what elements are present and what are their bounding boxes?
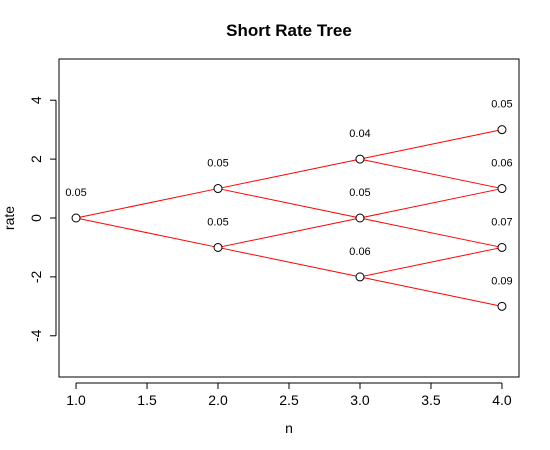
tree-node-6 bbox=[497, 125, 507, 135]
node-value-label-6: 0.05 bbox=[491, 99, 512, 111]
y-tick-label-3: 2 bbox=[28, 155, 44, 163]
tree-node-0 bbox=[71, 213, 81, 223]
tree-nodes bbox=[71, 125, 507, 311]
tree-node-7 bbox=[497, 184, 507, 194]
tree-node-9 bbox=[497, 301, 507, 311]
tree-node-5 bbox=[355, 272, 365, 282]
x-tick-label-3: 2.5 bbox=[279, 392, 299, 408]
x-axis-label: n bbox=[285, 420, 293, 436]
node-value-label-1: 0.05 bbox=[207, 158, 228, 170]
tree-edge-11 bbox=[359, 276, 503, 307]
tree-edge-0 bbox=[75, 188, 219, 219]
node-value-label-7: 0.06 bbox=[491, 158, 512, 170]
y-tick-label-0: -4 bbox=[28, 329, 44, 342]
x-tick-label-1: 1.5 bbox=[137, 392, 157, 408]
tree-edges bbox=[75, 129, 503, 307]
node-value-label-3: 0.04 bbox=[349, 128, 370, 140]
node-value-label-2: 0.05 bbox=[207, 216, 228, 228]
node-value-label-9: 0.09 bbox=[491, 275, 512, 287]
tree-edge-6 bbox=[359, 129, 503, 160]
tree-node-4 bbox=[355, 213, 365, 223]
x-tick-label-0: 1.0 bbox=[66, 392, 86, 408]
tree-edge-2 bbox=[217, 158, 361, 190]
tree-edge-1 bbox=[75, 217, 219, 248]
node-value-label-8: 0.07 bbox=[491, 216, 512, 228]
tree-edge-7 bbox=[359, 158, 503, 190]
tree-node-1 bbox=[213, 184, 223, 194]
tree-node-8 bbox=[497, 242, 507, 252]
x-tick-label-4: 3.0 bbox=[350, 392, 370, 408]
tree-edge-10 bbox=[359, 246, 503, 278]
tree-edge-9 bbox=[359, 217, 503, 248]
plot-frame bbox=[58, 58, 520, 378]
tree-edge-4 bbox=[217, 217, 361, 248]
y-tick-label-1: -2 bbox=[28, 270, 44, 283]
x-tick-label-6: 4.0 bbox=[492, 392, 512, 408]
y-axis-label: rate bbox=[1, 206, 17, 230]
x-axis: 1.0 1.5 2.0 2.5 3.0 3.5 4.0 bbox=[66, 382, 512, 408]
tree-node-3 bbox=[355, 154, 365, 164]
y-tick-label-2: 0 bbox=[28, 214, 44, 222]
node-value-label-4: 0.05 bbox=[349, 187, 370, 199]
node-value-label-0: 0.05 bbox=[65, 187, 86, 199]
y-axis: -4 -2 0 2 4 bbox=[28, 96, 57, 342]
node-value-label-5: 0.06 bbox=[349, 246, 370, 258]
y-tick-label-4: 4 bbox=[28, 96, 44, 104]
tree-edge-8 bbox=[359, 188, 503, 219]
tree-edge-3 bbox=[217, 188, 361, 219]
x-tick-label-2: 2.0 bbox=[208, 392, 228, 408]
x-tick-label-5: 3.5 bbox=[421, 392, 441, 408]
tree-node-2 bbox=[213, 242, 223, 252]
chart-title: Short Rate Tree bbox=[226, 21, 352, 40]
tree-edge-5 bbox=[217, 246, 361, 278]
node-labels: 0.05 0.05 0.05 0.04 0.05 0.06 0.05 0.06 0.07 0.09 bbox=[65, 99, 512, 288]
